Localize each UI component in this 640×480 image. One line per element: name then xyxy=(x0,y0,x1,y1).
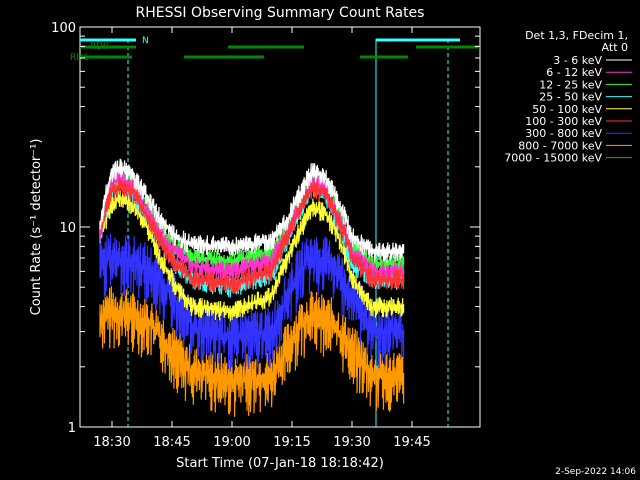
y-axis-label: Count Rate (s⁻¹ detector⁻¹) xyxy=(29,139,44,316)
series-line xyxy=(99,177,405,295)
legend-item-label: 7000 - 15000 keV xyxy=(504,152,602,165)
x-tick-label: 19:15 xyxy=(273,435,310,450)
legend-item-label: 50 - 100 keV xyxy=(532,103,602,116)
series-line xyxy=(99,286,405,417)
legend-item-label: 25 - 50 keV xyxy=(539,91,602,104)
legend-item-label: 800 - 7000 keV xyxy=(518,139,602,152)
legend-item-label: 100 - 300 keV xyxy=(525,115,602,128)
x-tick-label: 19:00 xyxy=(213,435,250,450)
annotation-label: N xyxy=(142,36,149,46)
legend-item-label: 12 - 25 keV xyxy=(539,78,602,91)
x-tick-label: 19:45 xyxy=(393,435,430,450)
annotation-label: RD6 xyxy=(70,53,89,63)
x-axis-ticks: 18:30 18:45 19:00 19:15 19:30 19:45 xyxy=(93,27,431,450)
legend-header-line-2: Att 0 xyxy=(602,41,628,54)
legend-header-line-1: Det 1,3, FDecim 1, xyxy=(525,29,628,42)
annotation-label: RD0 xyxy=(90,42,109,52)
legend-item-label: 300 - 800 keV xyxy=(525,127,602,140)
y-tick-label: 1 xyxy=(68,421,76,436)
series-group xyxy=(99,158,405,417)
y-tick-label: 10 xyxy=(59,221,76,236)
series-line xyxy=(99,158,405,263)
legend-item-label: 3 - 6 keV xyxy=(553,54,602,67)
chart-title: RHESSI Observing Summary Count Rates xyxy=(136,5,425,21)
x-tick-label: 18:30 xyxy=(93,435,130,450)
legend-item-label: 6 - 12 keV xyxy=(546,66,602,79)
y-axis-ticks: 1 10 100 xyxy=(51,21,480,436)
x-tick-label: 19:30 xyxy=(333,435,370,450)
x-axis-label: Start Time (07-Jan-18 18:18:42) xyxy=(176,456,384,471)
y-tick-label: 100 xyxy=(51,21,76,36)
x-tick-label: 18:45 xyxy=(153,435,190,450)
series-line xyxy=(99,190,405,322)
footer-timestamp: 2-Sep-2022 14:06 xyxy=(555,467,636,477)
